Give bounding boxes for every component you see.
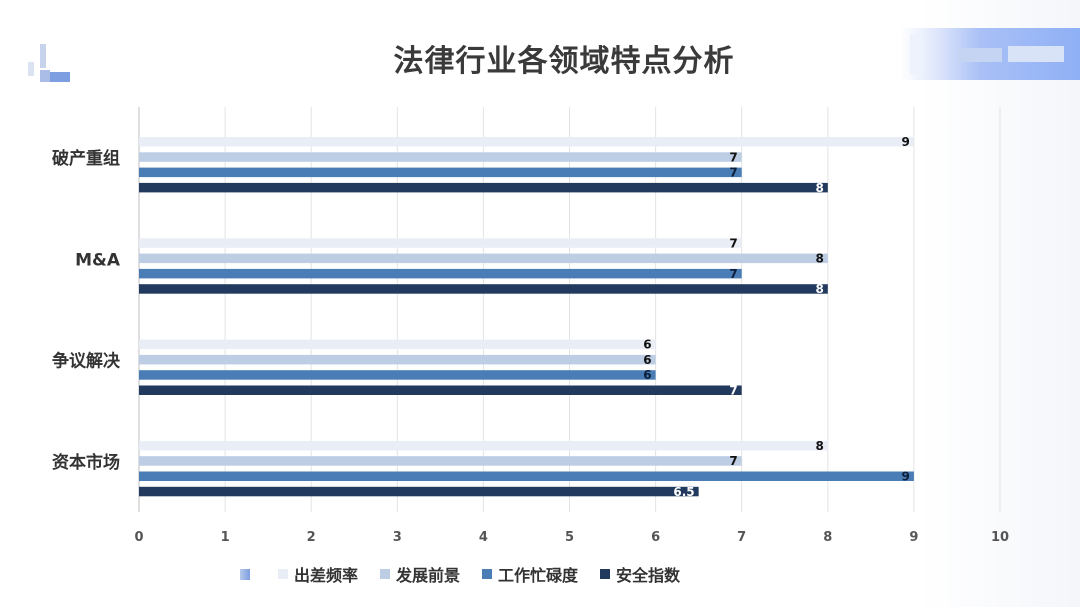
legend-item-3: 安全指数	[600, 562, 680, 586]
legend-item-2: 工作忙碌度	[482, 562, 578, 586]
bar-3-2	[139, 471, 914, 481]
legend-swatch-1	[380, 569, 391, 579]
x-tick-label-10: 10	[991, 530, 1009, 545]
bar-0-1	[139, 152, 742, 162]
bar-3-3	[139, 486, 699, 497]
x-tick-label-5: 5	[565, 530, 574, 545]
bar-0-0	[139, 137, 914, 147]
x-tick-label-6: 6	[651, 530, 660, 545]
bar-2-1	[139, 354, 656, 365]
data-label-1-0: 7	[729, 236, 737, 250]
bar-3-1	[139, 456, 742, 466]
x-tick-label-2: 2	[307, 530, 316, 545]
data-label-1-2: 7	[729, 267, 737, 281]
x-tick-label-4: 4	[479, 530, 488, 545]
data-label-2-3: 7	[729, 384, 737, 398]
x-tick-label-3: 3	[393, 530, 402, 545]
bar-0-2	[139, 167, 742, 178]
bar-2-0	[139, 339, 656, 350]
x-tick-label-7: 7	[737, 530, 746, 545]
brand-logo-block	[900, 28, 1080, 80]
category-label-3: 资本市场	[52, 452, 120, 473]
x-tick-label-1: 1	[221, 530, 230, 545]
data-label-3-3: 6.5	[673, 485, 694, 499]
legend-label-0: 出差频率	[294, 566, 359, 585]
data-label-3-1: 7	[729, 454, 737, 468]
data-label-0-0: 9	[902, 135, 910, 149]
legend-swatch-2	[482, 569, 493, 579]
data-label-3-0: 8	[815, 439, 823, 453]
data-label-1-1: 8	[815, 252, 823, 266]
legend-item-0: 出差频率	[278, 562, 358, 586]
category-label-0: 破产重组	[52, 148, 120, 169]
bar-2-2	[139, 370, 656, 380]
bar-1-3	[139, 284, 828, 294]
data-label-3-2: 9	[902, 470, 910, 484]
data-label-0-3: 8	[815, 181, 823, 195]
bar-2-3	[139, 385, 742, 395]
legend-marker-icon	[240, 568, 250, 580]
data-label-2-1: 6	[643, 353, 651, 367]
bar-0-3	[139, 182, 828, 193]
bar-1-0	[139, 238, 742, 248]
bar-3-0	[139, 440, 828, 451]
data-label-0-1: 7	[729, 150, 737, 164]
data-label-2-2: 6	[643, 368, 651, 382]
legend-swatch-3	[600, 569, 611, 579]
bar-1-1	[139, 253, 828, 264]
data-label-1-3: 8	[815, 282, 823, 296]
legend-label-1: 发展前景	[396, 566, 461, 585]
x-tick-label-9: 9	[909, 530, 918, 545]
data-label-2-0: 6	[643, 338, 651, 352]
legend-marker	[240, 568, 256, 580]
x-tick-label-8: 8	[823, 530, 832, 545]
chart-legend: 出差频率 发展前景 工作忙碌度 安全指数	[240, 560, 702, 588]
category-label-2: 争议解决	[52, 351, 121, 372]
legend-label-2: 工作忙碌度	[498, 566, 579, 585]
chart-title: 法律行业各领域特点分析	[393, 44, 735, 79]
x-tick-label-0: 0	[134, 530, 143, 545]
data-label-0-2: 7	[729, 166, 737, 180]
legend-label-3: 安全指数	[616, 566, 681, 585]
legend-item-1: 发展前景	[380, 562, 460, 586]
logo-mark	[28, 44, 74, 84]
legend-swatch-0	[278, 569, 288, 579]
category-label-1: M&A	[75, 250, 121, 270]
bar-1-2	[139, 268, 742, 279]
